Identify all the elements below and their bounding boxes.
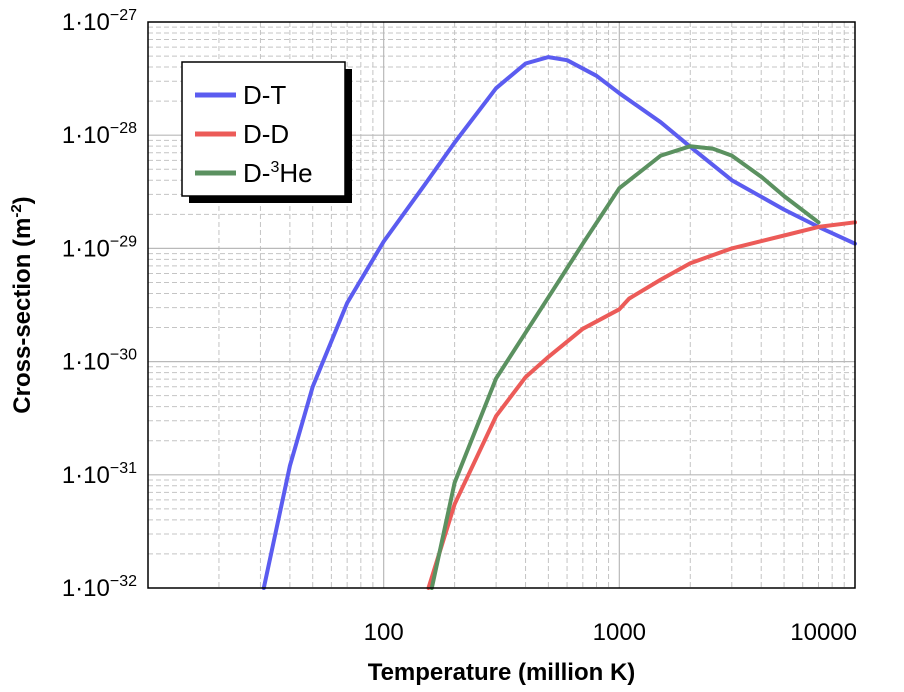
y-tick-base: 1·10: [62, 9, 110, 36]
y-tick-base: 1·10: [62, 462, 110, 489]
y-tick-base: 1·10: [62, 122, 110, 149]
legend-label: D-D: [243, 119, 289, 149]
y-tick-label: 1·10−31: [62, 460, 137, 489]
series-line-d-d: [426, 220, 857, 590]
y-axis-title-tail: ): [9, 196, 36, 204]
legend-label-main: D-D: [243, 119, 289, 149]
series-line-d-t: [261, 55, 857, 590]
x-axis-title: Temperature (million K): [368, 659, 636, 686]
legend: D-T D-D D-3He: [181, 61, 352, 203]
x-tick-label: 10000: [790, 619, 857, 646]
y-tick-exponent: −32: [110, 573, 137, 590]
y-axis-title-main: Cross-section (m: [9, 218, 36, 414]
legend-label-main: D-: [243, 158, 270, 188]
series-lines: [261, 55, 857, 590]
x-tick-label: 100: [364, 619, 404, 646]
series-line-d-3he: [429, 144, 821, 590]
legend-label-main: D-T: [243, 80, 286, 110]
legend-label: D-3He: [243, 158, 313, 188]
legend-label-tail: He: [279, 158, 312, 188]
x-tick-label: 1000: [593, 619, 646, 646]
y-axis-title: Cross-section (m-2): [8, 196, 36, 413]
y-tick-exponent: −28: [110, 120, 137, 137]
y-tick-label: 1·10−28: [62, 120, 137, 149]
y-axis-title-exponent: -2: [8, 204, 25, 217]
y-tick-base: 1·10: [62, 349, 110, 376]
y-tick-exponent: −29: [110, 233, 137, 250]
y-tick-base: 1·10: [62, 575, 110, 602]
x-tick-labels: 100 1000 10000: [364, 619, 857, 646]
y-tick-label: 1·10−27: [62, 7, 137, 36]
y-tick-label: 1·10−29: [62, 233, 137, 262]
y-tick-label: 1·10−32: [62, 573, 137, 602]
legend-label-superscript: 3: [270, 159, 279, 176]
y-tick-exponent: −30: [110, 347, 137, 364]
legend-label: D-T: [243, 80, 286, 110]
y-tick-labels: 1·10−321·10−311·10−301·10−291·10−281·10−…: [62, 7, 137, 602]
y-tick-label: 1·10−30: [62, 347, 137, 376]
y-tick-base: 1·10: [62, 235, 110, 262]
y-tick-exponent: −27: [110, 7, 137, 24]
plot-frame: [147, 21, 856, 589]
y-tick-exponent: −31: [110, 460, 137, 477]
